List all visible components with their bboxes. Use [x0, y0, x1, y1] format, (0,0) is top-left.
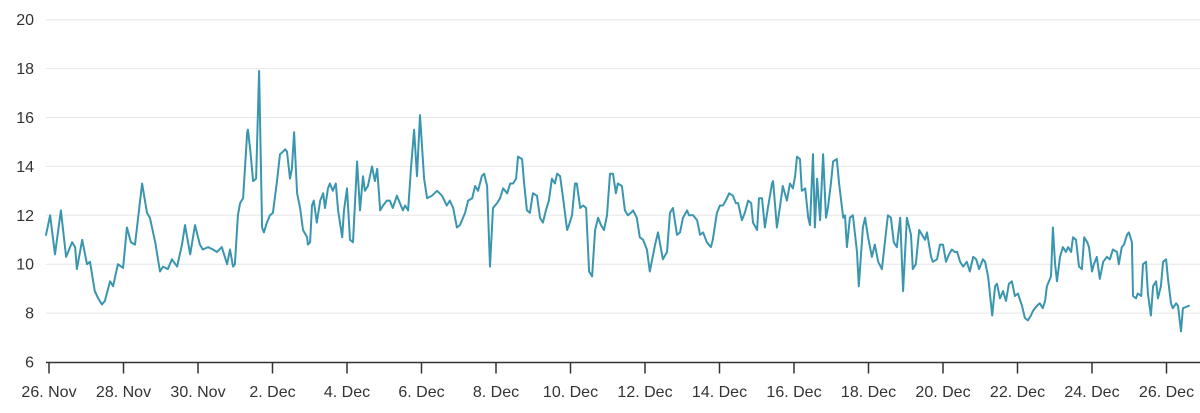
y-tick-label: 10: [16, 257, 34, 274]
x-tick-label: 30. Nov: [170, 384, 225, 401]
x-tick-label: 26. Dec: [1139, 384, 1194, 401]
x-tick-label: 26. Nov: [21, 384, 76, 401]
x-axis: [46, 361, 1200, 374]
y-tick-label: 20: [16, 12, 34, 29]
x-tick-label: 20. Dec: [915, 384, 970, 401]
x-tick-label: 22. Dec: [990, 384, 1045, 401]
x-tick-label: 18. Dec: [841, 384, 896, 401]
y-tick-label: 16: [16, 110, 34, 127]
y-tick-label: 12: [16, 208, 34, 225]
series-path: [45, 70, 1190, 333]
x-tick-label: 12. Dec: [617, 384, 672, 401]
x-tick-label: 28. Nov: [96, 384, 151, 401]
y-axis-labels: 6 8 10 12 14 16 18 20: [16, 12, 34, 371]
x-tick-label: 4. Dec: [324, 384, 370, 401]
x-axis-labels: 26. Nov 28. Nov 30. Nov 2. Dec 4. Dec 6. Dec 8…: [21, 384, 1194, 401]
x-tick-label: 10. Dec: [543, 384, 598, 401]
x-tick-label: 6. Dec: [398, 384, 444, 401]
x-tick-label: 16. Dec: [766, 384, 821, 401]
y-tick-label: 6: [25, 355, 34, 372]
x-tick-label: 24. Dec: [1064, 384, 1119, 401]
series-line: [45, 70, 1190, 333]
y-gridlines: [46, 19, 1200, 314]
x-tick-label: 14. Dec: [692, 384, 747, 401]
x-tick-label: 8. Dec: [473, 384, 519, 401]
y-tick-label: 18: [16, 61, 34, 78]
y-tick-label: 8: [25, 306, 34, 323]
y-tick-label: 14: [16, 159, 34, 176]
x-tick-label: 2. Dec: [249, 384, 295, 401]
